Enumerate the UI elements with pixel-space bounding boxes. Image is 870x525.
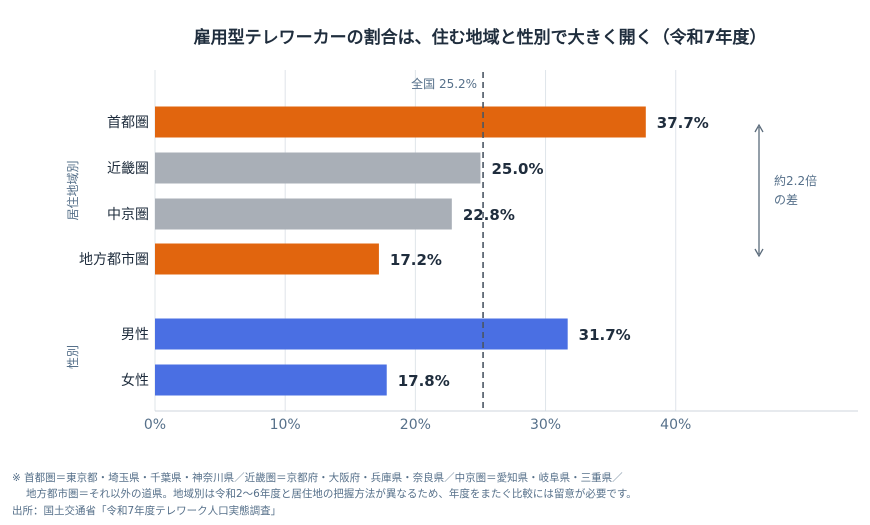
- data-label: 25.0%: [491, 160, 543, 178]
- category-label: 近畿圏: [107, 161, 149, 177]
- x-tick-label: 40%: [660, 417, 691, 433]
- footnote-line: ※ 首都圏＝東京都・埼玉県・千葉県・神奈川県／近畿圏＝京都府・大阪府・兵庫県・奈…: [12, 471, 623, 484]
- group-label: 性別: [66, 345, 80, 369]
- data-label: 17.8%: [398, 372, 450, 390]
- bar: [155, 152, 481, 184]
- bar: [155, 198, 452, 230]
- chart-title: 雇用型テレワーカーの割合は、住む地域と性別で大きく開く（令和7年度）: [194, 27, 767, 48]
- x-tick-label: 30%: [530, 417, 561, 433]
- bar: [155, 243, 379, 275]
- category-label: 男性: [121, 327, 149, 343]
- bar: [155, 106, 646, 138]
- footnote-line: 出所：国土交通省「令和7年度テレワーク人口実態調査」: [12, 504, 281, 517]
- x-tick-label: 10%: [270, 417, 301, 433]
- gap-annotation-text: 約2.2倍: [774, 173, 817, 188]
- data-label: 31.7%: [579, 326, 631, 344]
- category-label: 首都圏: [107, 115, 149, 131]
- gap-annotation-text: の差: [774, 193, 798, 207]
- category-label: 地方都市圏: [79, 251, 149, 268]
- reference-line-group: 全国 25.2%: [411, 72, 484, 411]
- category-label: 女性: [121, 372, 149, 389]
- data-label: 17.2%: [390, 251, 442, 269]
- footnote-line: 地方都市圏＝それ以外の道県。地域別は令和2〜6年度と居住地の把握方法が異なるため…: [26, 487, 637, 500]
- x-tick-label: 20%: [400, 417, 431, 433]
- group-label: 居住地域別: [66, 160, 80, 220]
- reference-label: 全国 25.2%: [411, 76, 477, 91]
- bar: [155, 364, 387, 396]
- gap-arrow-head-top: [754, 123, 764, 133]
- bar: [155, 318, 568, 350]
- gap-arrow-head-bottom: [754, 248, 764, 258]
- category-label: 中京圏: [107, 207, 149, 223]
- data-label: 37.7%: [657, 114, 709, 132]
- x-axis-ticks: 0% 10% 20% 30% 40%: [144, 417, 691, 433]
- bars: 37.7% 25.0% 22.8% 17.2% 31.7% 17.8%: [155, 106, 709, 396]
- x-tick-label: 0%: [144, 417, 166, 433]
- data-label: 22.8%: [463, 206, 515, 224]
- footnotes: ※ 首都圏＝東京都・埼玉県・千葉県・神奈川県／近畿圏＝京都府・大阪府・兵庫県・奈…: [12, 471, 637, 517]
